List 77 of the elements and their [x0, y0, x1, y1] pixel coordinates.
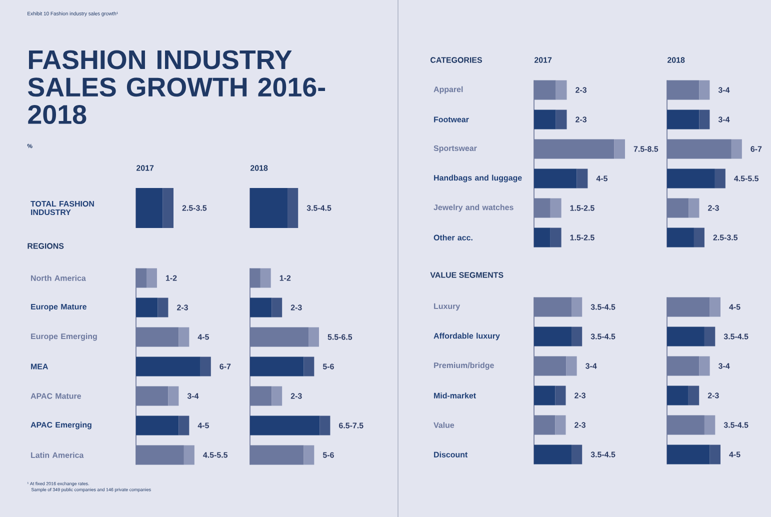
bar [534, 228, 550, 248]
bar [250, 386, 272, 406]
bar [272, 298, 282, 318]
bar [572, 326, 582, 346]
bar [534, 326, 572, 346]
bar [555, 386, 566, 406]
bar [667, 297, 710, 317]
bar [694, 228, 704, 248]
bar [566, 356, 577, 376]
bar [184, 445, 194, 465]
bar [699, 356, 710, 376]
bar [555, 415, 566, 435]
bar [667, 326, 704, 346]
text: FASHION INDUSTRY SALES GROWTH 2016-2018 [28, 50, 326, 124]
bar [320, 416, 330, 436]
bar [250, 356, 304, 376]
bar [534, 415, 556, 435]
bar [146, 268, 157, 288]
bar [136, 445, 184, 465]
bar [667, 415, 704, 435]
bar [667, 444, 710, 464]
bar [550, 198, 562, 218]
bar [250, 445, 304, 465]
bar [710, 444, 721, 464]
bar [250, 327, 309, 347]
bar [550, 228, 562, 248]
bar [168, 386, 179, 406]
bar [714, 168, 726, 188]
bar [572, 297, 582, 317]
bar [534, 386, 556, 406]
bar [614, 139, 626, 159]
bar [699, 110, 710, 130]
bar [667, 198, 689, 218]
bar [136, 327, 179, 347]
bar [250, 298, 272, 318]
bar [688, 386, 700, 406]
bar [534, 139, 614, 159]
bar [667, 80, 700, 100]
bar [667, 228, 694, 248]
bar [200, 356, 211, 376]
bar [158, 298, 168, 318]
bar [667, 386, 688, 406]
bar [572, 444, 582, 464]
bar [136, 416, 179, 436]
bar [136, 356, 200, 376]
bar [704, 415, 716, 435]
bar [704, 326, 716, 346]
bar [260, 268, 271, 288]
bar [667, 168, 715, 188]
bar [534, 198, 550, 218]
bar [534, 444, 572, 464]
bar [699, 80, 710, 100]
bar [250, 268, 260, 288]
bar [534, 110, 556, 130]
bar [534, 356, 566, 376]
bar [178, 416, 190, 436]
bar [688, 198, 700, 218]
bar [136, 268, 146, 288]
bar [667, 139, 732, 159]
bar [534, 297, 572, 317]
bar [272, 386, 282, 406]
bar [556, 110, 567, 130]
bar [710, 297, 721, 317]
bar [667, 356, 700, 376]
bar [534, 168, 577, 188]
bar [250, 416, 320, 436]
bar [576, 168, 588, 188]
bar [556, 80, 567, 100]
bar [304, 356, 314, 376]
bar [304, 445, 314, 465]
bar [534, 80, 556, 100]
bar [178, 327, 190, 347]
bar [136, 386, 168, 406]
bar [731, 139, 742, 159]
bar [136, 298, 158, 318]
bar [308, 327, 319, 347]
bar [667, 110, 700, 130]
